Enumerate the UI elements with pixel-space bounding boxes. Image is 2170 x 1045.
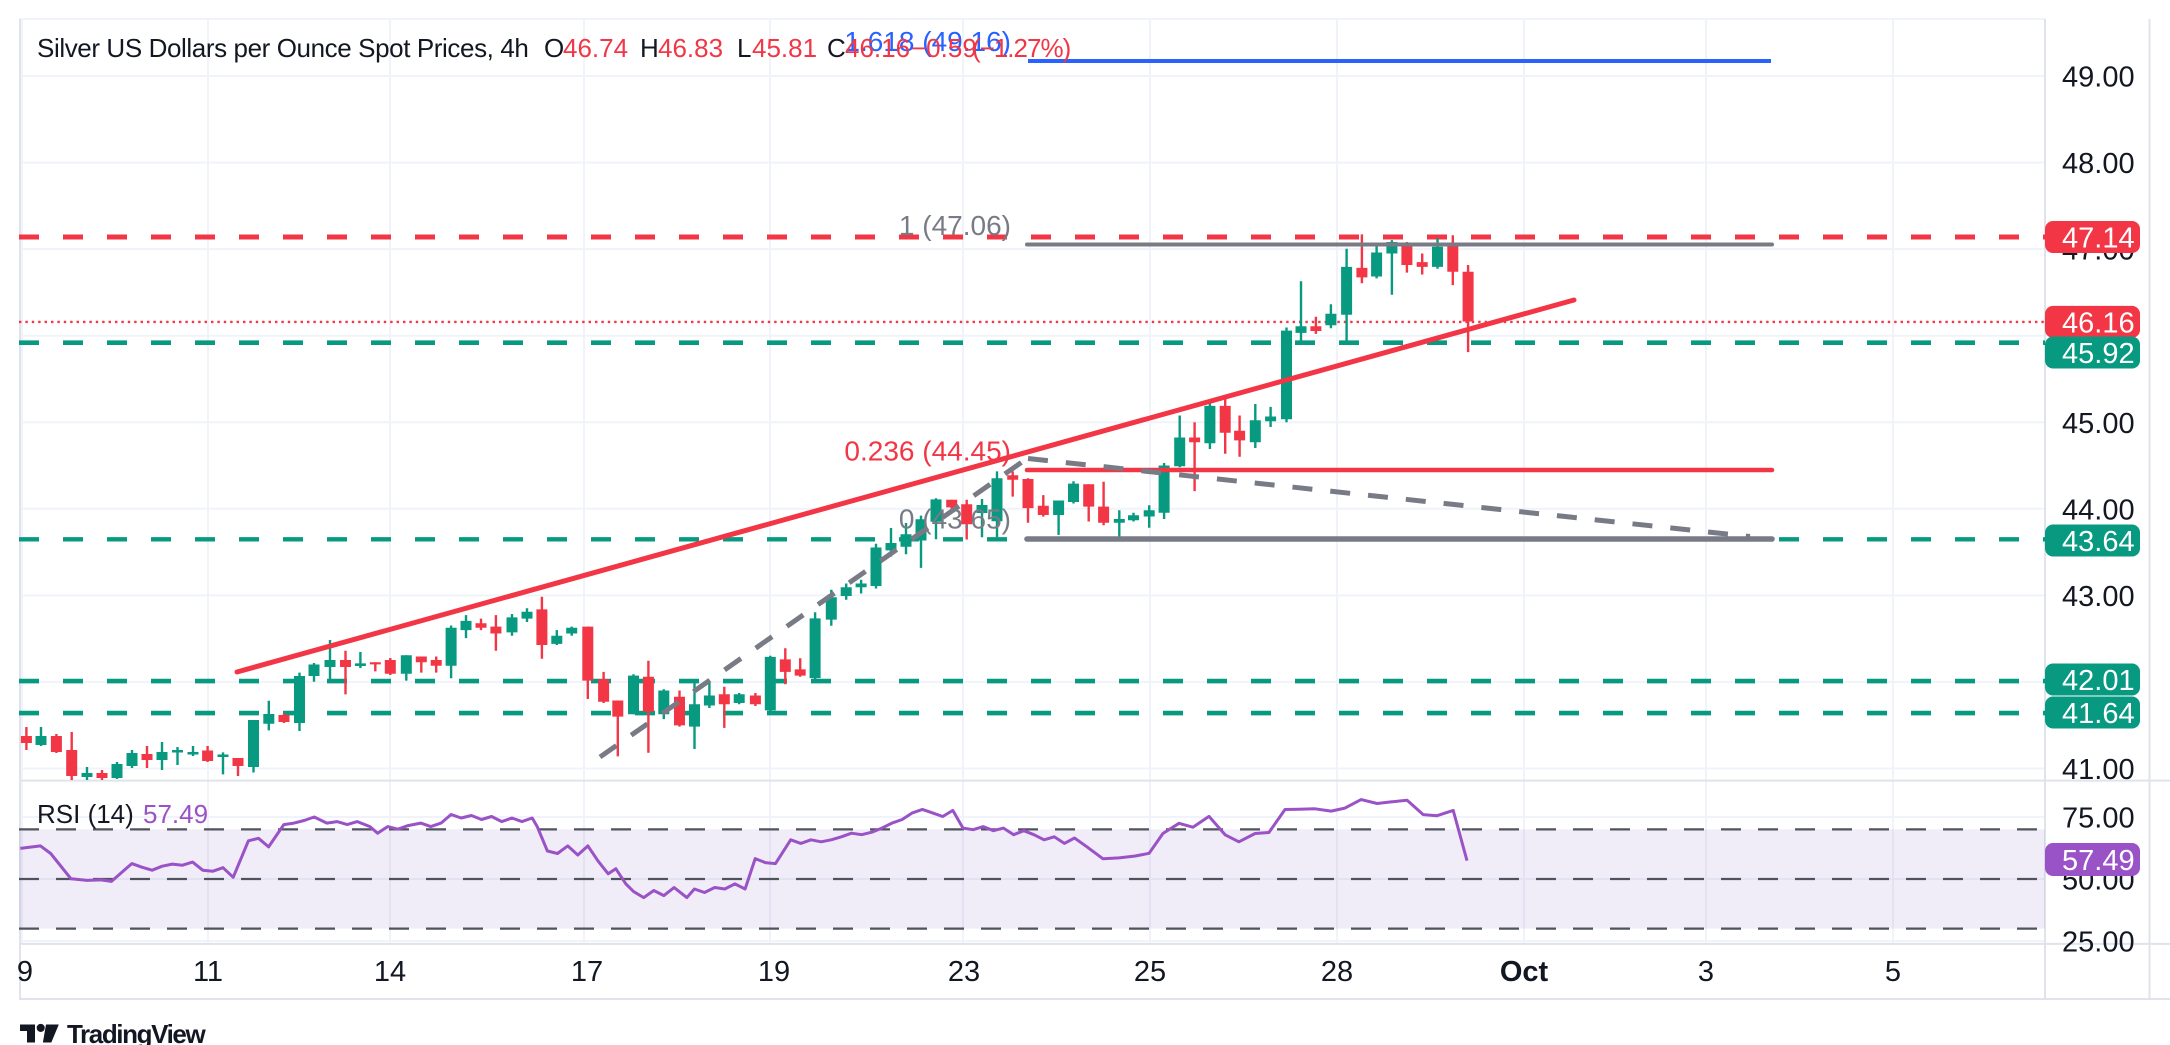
svg-text:1.618 (49.16): 1.618 (49.16) <box>844 26 1011 57</box>
svg-text:46.83: 46.83 <box>658 33 723 63</box>
svg-text:17: 17 <box>571 956 603 988</box>
svg-text:1 (47.06): 1 (47.06) <box>899 210 1011 241</box>
svg-text:9: 9 <box>17 956 33 988</box>
svg-text:11: 11 <box>193 956 223 988</box>
svg-text:RSI (14): RSI (14) <box>37 799 134 829</box>
svg-text:43.64: 43.64 <box>2062 526 2135 558</box>
svg-text:49.00: 49.00 <box>2062 62 2135 94</box>
svg-text:48.00: 48.00 <box>2062 148 2135 180</box>
svg-text:Oct: Oct <box>1500 956 1549 988</box>
svg-text:75.00: 75.00 <box>2062 803 2135 835</box>
svg-text:46.16: 46.16 <box>2062 307 2135 339</box>
svg-text:46.16: 46.16 <box>845 33 910 63</box>
svg-text:0 (43.65): 0 (43.65) <box>899 504 1011 535</box>
svg-text:L: L <box>737 33 751 63</box>
svg-text:Silver US Dollars per Ounce Sp: Silver US Dollars per Ounce Spot Prices,… <box>37 33 528 63</box>
svg-text:46.74: 46.74 <box>563 33 628 63</box>
svg-text:45.81: 45.81 <box>752 33 817 63</box>
svg-text:O: O <box>544 33 564 63</box>
svg-text:45.92: 45.92 <box>2062 338 2135 370</box>
svg-text:(−1.27%): (−1.27%) <box>972 33 1071 63</box>
svg-text:23: 23 <box>948 956 980 988</box>
svg-text:5: 5 <box>1885 956 1901 988</box>
svg-text:41.00: 41.00 <box>2062 754 2135 786</box>
svg-text:0.236 (44.45): 0.236 (44.45) <box>844 436 1011 467</box>
svg-text:44.00: 44.00 <box>2062 494 2135 526</box>
svg-text:19: 19 <box>758 956 790 988</box>
svg-text:C: C <box>827 33 846 63</box>
svg-text:3: 3 <box>1698 956 1714 988</box>
svg-text:H: H <box>640 33 659 63</box>
svg-text:25.00: 25.00 <box>2062 927 2135 959</box>
svg-text:14: 14 <box>374 956 406 988</box>
svg-text:25: 25 <box>1134 956 1166 988</box>
svg-text:41.64: 41.64 <box>2062 698 2135 730</box>
svg-text:57.49: 57.49 <box>143 799 208 829</box>
svg-text:42.01: 42.01 <box>2062 665 2135 697</box>
svg-text:TradingView: TradingView <box>67 1019 206 1045</box>
svg-text:57.49: 57.49 <box>2062 845 2135 877</box>
svg-text:45.00: 45.00 <box>2062 408 2135 440</box>
svg-text:47.14: 47.14 <box>2062 223 2135 255</box>
svg-text:43.00: 43.00 <box>2062 581 2135 613</box>
svg-text:28: 28 <box>1321 956 1353 988</box>
svg-text:−0.59: −0.59 <box>911 33 977 63</box>
